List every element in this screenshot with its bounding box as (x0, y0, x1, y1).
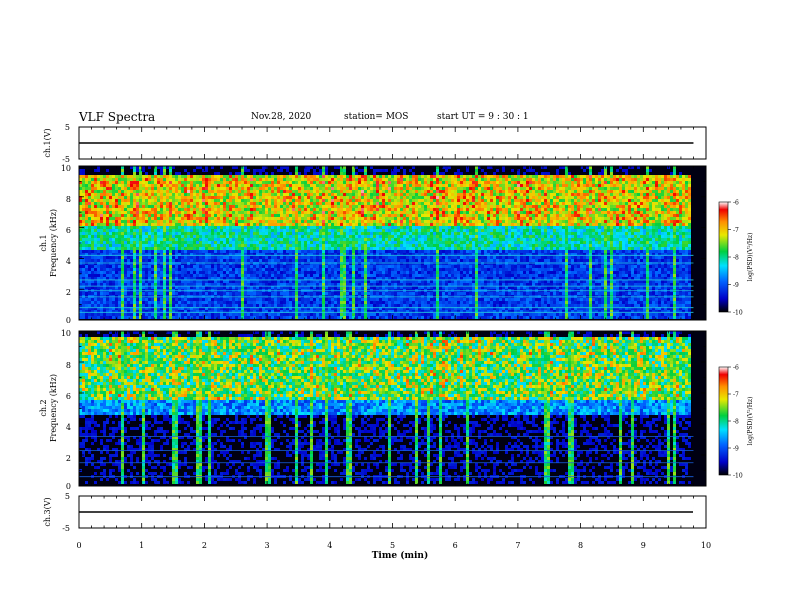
start-time-label: start UT = 9 : 30 : 1 (437, 112, 529, 122)
ch1-ytick-5: 5 (65, 123, 70, 132)
ch2-spectrogram-ylabel-channel: ch.2 (39, 399, 48, 416)
ch2-freq-tick-10: 10 (61, 329, 71, 338)
ch2-freq-tick-8: 8 (66, 361, 71, 370)
ch1-colorbar-ticks: -6 -7 -8 -9 -10 (728, 200, 743, 317)
ch2-freq-tick-4: 4 (66, 423, 71, 432)
x-tick-label: 6 (453, 541, 458, 550)
ch2-freq-tick-6: 6 (66, 392, 71, 401)
ch2-colorbar-label: log(PSD)(V²/Hz) (747, 397, 754, 446)
colorbar-tick-label: -10 (733, 310, 743, 317)
ch1-colorbar-label: log(PSD)(V²/Hz) (747, 233, 754, 282)
ch2-colorbar-ticks: -6 -7 -8 -9 -10 (728, 365, 743, 480)
colorbar-tick-label: -10 (733, 473, 743, 480)
ch3-waveform-ylabel: ch.3(V) (43, 497, 52, 526)
x-tick-label: 4 (327, 541, 332, 550)
ch1-spectrogram-image (79, 166, 694, 319)
ch2-freq-tick-2: 2 (66, 454, 71, 463)
figure-title: VLF Spectra (79, 110, 156, 124)
colorbar-tick-label: -8 (733, 419, 739, 426)
ch1-spectrogram-ylabel-freq: Frequency (kHz) (49, 209, 58, 277)
ch2-spectrogram-ylabel-freq: Frequency (kHz) (49, 374, 58, 442)
ch1-ytick-minus5: -5 (62, 155, 70, 164)
colorbar-tick-label: -9 (733, 446, 739, 453)
ch3-ytick-5: 5 (65, 492, 70, 501)
ch2-spectrogram-image (79, 331, 694, 484)
ch1-colorbar (718, 201, 729, 313)
x-tick-label: 7 (515, 541, 520, 550)
ch2-freq-tick-0: 0 (66, 482, 71, 491)
ch3-ytick-minus5: -5 (62, 524, 70, 533)
ch1-spectrogram-ylabel-channel: ch.1 (39, 234, 48, 251)
x-tick-label: 3 (265, 541, 270, 550)
x-tick-labels: 0 1 2 3 4 5 6 7 8 9 10 (76, 541, 711, 550)
ch1-freq-tick-6: 6 (66, 226, 71, 235)
axis-ticks (78, 127, 707, 528)
colorbar-tick-label: -6 (733, 365, 739, 372)
x-tick-label: 10 (701, 541, 711, 550)
colorbar-tick-label: -6 (733, 200, 739, 207)
colorbar-tick-label: -7 (733, 392, 739, 399)
x-tick-label: 8 (578, 541, 583, 550)
colorbar-tick-label: -8 (733, 255, 739, 262)
ch1-waveform-ylabel: ch.1(V) (43, 128, 52, 157)
ch1-freq-tick-8: 8 (66, 195, 71, 204)
x-tick-label: 2 (202, 541, 207, 550)
x-tick-label: 0 (76, 541, 81, 550)
station-label: station= MOS (344, 112, 409, 122)
x-tick-label: 1 (139, 541, 144, 550)
colorbar-tick-label: -7 (733, 227, 739, 234)
x-tick-label: 5 (390, 541, 395, 550)
ch2-colorbar (718, 366, 729, 476)
colorbar-tick-label: -9 (733, 282, 739, 289)
x-axis-label: Time (min) (372, 550, 429, 561)
date-label: Nov.28, 2020 (251, 112, 312, 122)
ch1-freq-tick-2: 2 (66, 288, 71, 297)
ch1-freq-tick-4: 4 (66, 257, 71, 266)
ch1-freq-tick-0: 0 (66, 316, 71, 325)
ch1-freq-tick-10: 10 (61, 164, 71, 173)
x-tick-label: 9 (641, 541, 646, 550)
